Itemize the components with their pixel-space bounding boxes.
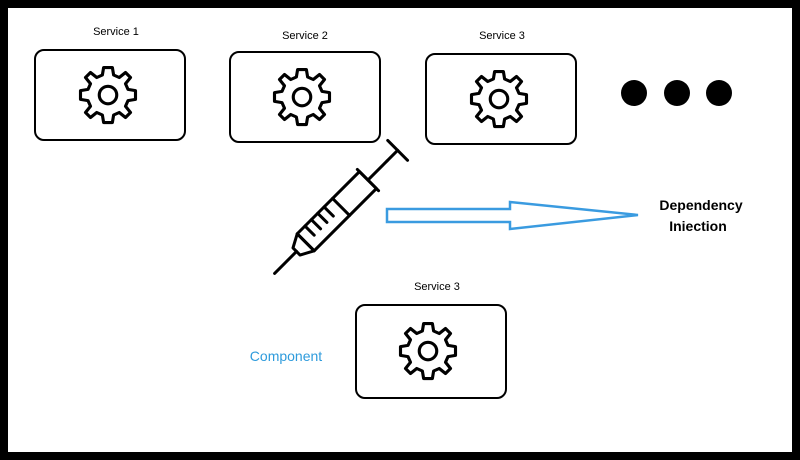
component-service-label: Service 3 [414, 281, 460, 293]
service-1-box [34, 49, 186, 141]
component-node: Service 3 [355, 281, 507, 399]
service-2-label: Service 2 [282, 30, 328, 42]
syringe-icon [273, 138, 410, 275]
service-2-node: Service 2 [229, 30, 381, 143]
service-1-node: Service 1 [34, 26, 186, 141]
service-3-node: Service 3 [425, 30, 577, 145]
service-2-box [229, 51, 381, 143]
di-label-line1: Dependency [659, 197, 742, 213]
component-label: Component [250, 348, 322, 364]
service-1-label: Service 1 [93, 26, 139, 38]
service-3-label: Service 3 [479, 30, 525, 42]
component-box [355, 304, 507, 399]
service-3-box [425, 53, 577, 145]
di-label-line2: Iniection [669, 218, 727, 234]
three-dots-icon [621, 80, 732, 106]
injection-arrow [385, 200, 639, 231]
